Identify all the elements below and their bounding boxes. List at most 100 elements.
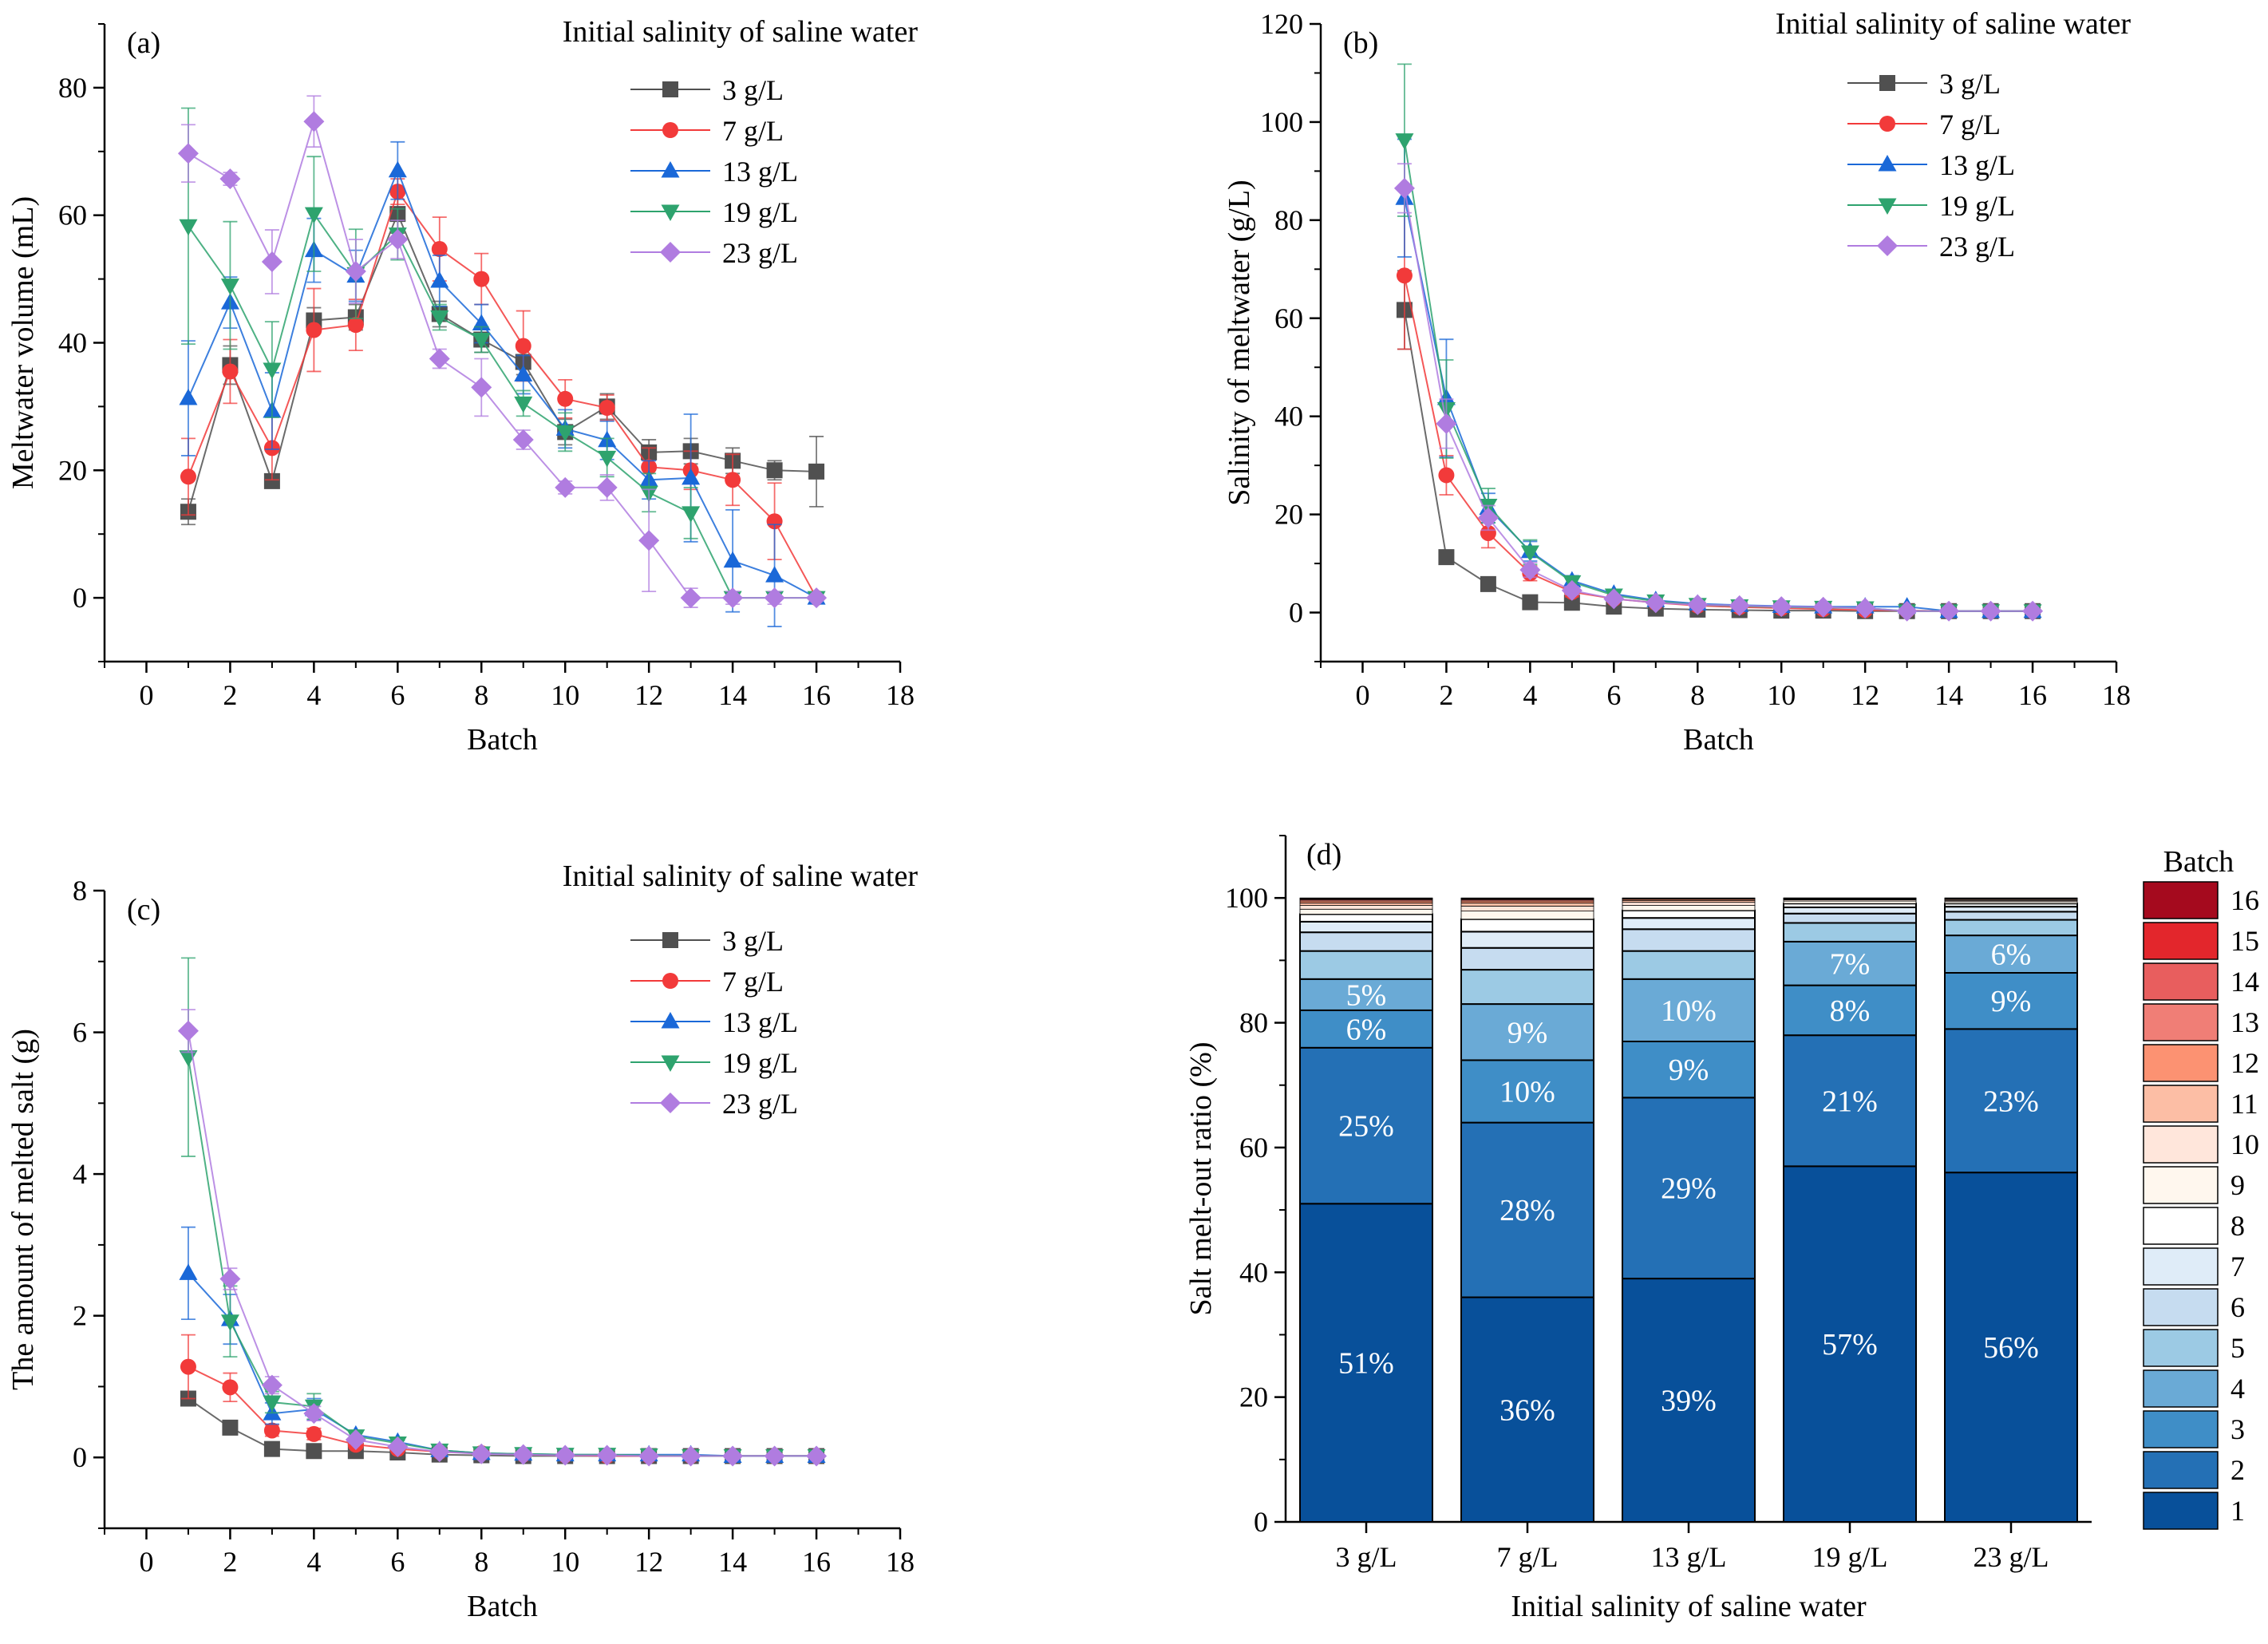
data-point [471, 1443, 492, 1464]
data-point [766, 513, 783, 530]
data-point [555, 1444, 576, 1466]
bar-segment [1944, 1028, 2078, 1174]
bar-data-label: 56% [1983, 1331, 2039, 1365]
bar-data-label: 36% [1499, 1393, 1555, 1427]
x-tick-label: 2 [1439, 679, 1453, 711]
legend-item: 7 [2143, 1247, 2245, 1286]
legend-label: 13 g/L [1939, 149, 2015, 181]
bar-segment [1622, 978, 1756, 1043]
series-23-g-l [1393, 163, 2044, 622]
legend-swatch [2143, 1451, 2219, 1489]
data-point [806, 587, 828, 609]
legend-item: 23 g/L [630, 237, 798, 269]
series-23-g-l [177, 95, 828, 609]
bar-segment [1944, 972, 2078, 1030]
bar-data-label: 57% [1822, 1328, 1878, 1361]
x-tick-label: 16 [802, 1546, 831, 1578]
data-point [429, 1441, 450, 1463]
legend-marker [1877, 235, 1898, 256]
data-point [471, 377, 492, 398]
legend-marker [661, 204, 680, 221]
y-tick-label: 8 [73, 875, 87, 907]
data-point [764, 587, 785, 609]
legend-item: 23 g/L [1847, 231, 2015, 263]
x-tick-label: 18 [2102, 679, 2131, 711]
legend-title: Initial salinity of saline water [1776, 7, 2132, 41]
data-point [430, 310, 449, 327]
x-tick-label: 16 [2018, 679, 2047, 711]
data-point [1687, 594, 1709, 615]
stacked-bar: 57% 21% 8% 7% [1783, 897, 1917, 1523]
data-point [1771, 596, 1792, 618]
bar-segment [1783, 906, 1917, 915]
legend-item: 23 g/L [630, 1088, 798, 1120]
x-tick-label: 7 g/L [1497, 1541, 1559, 1573]
stacked-bar: 51% 25% 6%5% [1299, 897, 1433, 1523]
legend-item: 13 g/L [630, 1006, 798, 1038]
bar-segment [1783, 922, 1917, 943]
legend-swatch [2143, 1166, 2219, 1204]
data-point [220, 279, 239, 295]
legend-label: 6 [2230, 1291, 2245, 1323]
x-tick-label: 14 [718, 1546, 747, 1578]
data-point [1522, 594, 1539, 611]
legend-marker [661, 1012, 680, 1029]
data-point [555, 476, 576, 498]
legend-item: 19 g/L [630, 196, 798, 228]
bar-segment [1460, 903, 1594, 907]
bar-segment [1944, 1172, 2078, 1523]
bar-segment [1622, 1041, 1756, 1099]
legend-swatch [2143, 1329, 2219, 1367]
legend-label: 7 [2230, 1251, 2245, 1282]
series-line [188, 1397, 817, 1457]
data-point [680, 587, 701, 609]
data-point [599, 399, 615, 416]
data-point [1938, 600, 1960, 622]
legend-item: 16 [2143, 881, 2259, 919]
bar-data-label: 6% [1346, 1013, 1387, 1046]
y-tick-label: 80 [1274, 204, 1303, 236]
data-point [596, 476, 618, 498]
bar-data-label: 10% [1499, 1076, 1555, 1109]
panel-label: (a) [127, 26, 160, 60]
panel-b: 0 2 4 6 8 10 12 14 16 18 0 20 40 60 80 100 120 Batch Salin… [1223, 7, 2131, 757]
legend-swatch [2143, 1044, 2219, 1082]
legend-item: 3 g/L [630, 925, 784, 957]
x-tick-label: 14 [1934, 679, 1963, 711]
data-point [682, 468, 701, 485]
series-line [1403, 310, 2033, 612]
legend-label: 15 [2230, 925, 2259, 957]
legend-marker [660, 1093, 681, 1113]
x-tick-label: 23 g/L [1974, 1541, 2049, 1573]
y-axis-title: Salinity of meltwater (g/L) [1223, 180, 1256, 505]
x-tick-label: 10 [551, 1546, 579, 1578]
legend-swatch [2143, 1247, 2219, 1286]
data-point [179, 1263, 198, 1280]
data-point [177, 1020, 199, 1041]
data-point [1438, 467, 1455, 484]
legend-item: 3 [2143, 1410, 2245, 1448]
legend-item: 12 [2143, 1044, 2259, 1082]
bar-segment [1460, 1003, 1594, 1061]
x-tick-label: 13 g/L [1651, 1541, 1727, 1573]
x-axis-title: Batch [467, 723, 538, 757]
bar-segment [1299, 908, 1433, 915]
x-tick-label: 8 [474, 679, 488, 711]
legend-label: 3 [2230, 1413, 2245, 1445]
x-tick-label: 18 [886, 1546, 915, 1578]
bar-segment [1299, 905, 1433, 910]
bar-segment [1944, 935, 2078, 974]
data-point [2022, 600, 2044, 622]
x-tick-label: 3 g/L [1336, 1541, 1397, 1573]
bar-segment [1622, 917, 1756, 931]
x-tick-label: 19 g/L [1812, 1541, 1888, 1573]
legend-marker [662, 81, 678, 97]
bar-segment [1622, 928, 1756, 952]
data-point [473, 271, 490, 287]
panel-label: (b) [1343, 26, 1378, 60]
panel-c: 0 2 4 6 8 10 12 14 16 18 0 2 4 6 8 Batch The amount of m… [6, 860, 918, 1623]
legend-marker [1878, 198, 1897, 215]
bar-segment [1460, 1296, 1594, 1523]
stacked-bar: 36% 28% 10% 9% [1460, 897, 1594, 1523]
legend-marker [660, 242, 681, 263]
